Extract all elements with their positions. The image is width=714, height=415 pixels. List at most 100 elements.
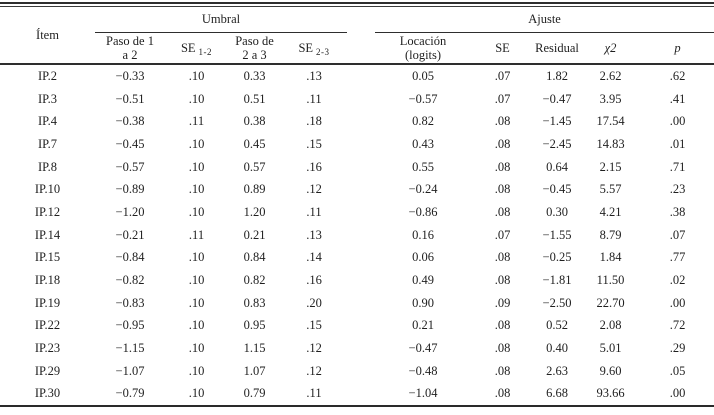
cell-chi2: 2.62 [599, 68, 622, 83]
cell-item: IP.30 [34, 386, 61, 401]
cell-paso23: 0.33 [243, 68, 266, 83]
table-row: IP.14 −0.21 .11 0.21 .13 0.16 .07 −1.55 8.79 .07 [0, 224, 714, 247]
cell-loc: 0.06 [412, 250, 434, 265]
gap-cell [347, 337, 375, 360]
col-header-chi2: χ2 [580, 32, 641, 65]
gap-cell [347, 224, 375, 247]
cell-loc: −0.47 [408, 341, 438, 356]
cell-paso23: 0.51 [243, 91, 266, 106]
cell-paso23: 0.57 [243, 159, 266, 174]
cell-paso12: −0.83 [115, 295, 145, 310]
cell-loc: −0.48 [408, 363, 438, 378]
table-body: IP.2 −0.33.10 0.33.13 0.05.07 1.82 2.62.62 IP.… [0, 64, 714, 405]
cell-item: IP.2 [37, 68, 58, 83]
header-line: 2 a 3 [242, 48, 267, 62]
cell-residual: 0.30 [546, 204, 568, 219]
cell-se12: .10 [188, 295, 205, 310]
cell-paso23: 1.07 [243, 363, 266, 378]
cell-residual: −1.55 [542, 227, 572, 242]
cell-se: .08 [494, 204, 511, 219]
header-line: a 2 [122, 48, 138, 62]
cell-paso12: −0.33 [115, 68, 145, 83]
cell-se12: .10 [188, 250, 205, 265]
cell-se: .07 [494, 91, 511, 106]
header-line: (logits) [404, 48, 442, 62]
gap-cell [347, 110, 375, 133]
cell-se: .08 [494, 136, 511, 151]
cell-chi2: 1.84 [599, 250, 622, 265]
cell-chi2: 14.83 [596, 136, 625, 151]
se-label: SE [298, 41, 314, 55]
cell-loc: 0.21 [412, 318, 434, 333]
cell-p: .00 [669, 114, 686, 129]
cell-se23: .13 [306, 227, 322, 242]
cell-paso12: −1.20 [115, 204, 145, 219]
gap-cell [347, 64, 375, 88]
table-row: IP.29 −1.07 .10 1.07 .12 −0.48 .08 2.63 9.60 .05 [0, 360, 714, 383]
cell-se23: .16 [306, 159, 322, 174]
cell-se: .07 [494, 68, 511, 83]
col-header-paso-2-3: Paso de 2 a 3 [228, 32, 281, 65]
col-header-se-1-2: SE 1-2 [165, 32, 228, 65]
cell-se12: .10 [188, 204, 205, 219]
gap-cell [347, 201, 375, 224]
cell-item: IP.14 [34, 227, 61, 242]
cell-item: IP.19 [34, 295, 61, 310]
table-top-rule [0, 2, 714, 7]
cell-se23: .14 [306, 250, 322, 265]
cell-item: IP.18 [34, 273, 61, 288]
gap-cell [347, 383, 375, 406]
cell-paso23: 0.95 [243, 318, 266, 333]
cell-se23: .18 [306, 114, 322, 129]
cell-paso23: 0.45 [243, 136, 266, 151]
gap-cell [347, 133, 375, 156]
cell-loc: 0.16 [412, 227, 434, 242]
cell-p: .77 [669, 250, 686, 265]
cell-se: .08 [494, 250, 511, 265]
table-bottom-rule [0, 405, 714, 408]
cell-residual: −2.45 [542, 136, 572, 151]
cell-loc: −0.86 [408, 204, 438, 219]
header-line: Locación [399, 34, 447, 48]
cell-se: .08 [494, 182, 511, 197]
header-line: Paso de [235, 34, 274, 48]
cell-se: .08 [494, 159, 511, 174]
cell-chi2: 2.15 [599, 159, 622, 174]
table-row: IP.12 −1.20 .10 1.20 .11 −0.86 .08 0.30 4.21 .38 [0, 201, 714, 224]
cell-p: .62 [669, 68, 686, 83]
header-line: Paso de 1 [106, 34, 154, 48]
cell-residual: 0.40 [546, 341, 568, 356]
cell-se12: .10 [188, 91, 205, 106]
cell-loc: 0.90 [412, 295, 434, 310]
cell-se12: .10 [188, 363, 205, 378]
cell-paso23: 1.20 [243, 204, 266, 219]
cell-se12: .10 [188, 136, 205, 151]
cell-residual: 1.82 [546, 68, 568, 83]
cell-residual: −1.81 [542, 273, 572, 288]
cell-residual: 2.63 [546, 363, 568, 378]
cell-p: .02 [669, 273, 686, 288]
cell-chi2: 4.21 [599, 204, 622, 219]
cell-chi2: 3.95 [599, 91, 622, 106]
table-row: IP.23 −1.15 .10 1.15 .12 −0.47 .08 0.40 5.01 .29 [0, 337, 714, 360]
cell-se23: .11 [306, 91, 322, 106]
cell-se12: .10 [188, 273, 205, 288]
cell-item: IP.22 [34, 318, 61, 333]
cell-paso12: −0.38 [115, 114, 145, 129]
cell-loc: 0.43 [412, 136, 434, 151]
cell-residual: −1.45 [542, 114, 572, 129]
cell-loc: 0.55 [412, 159, 434, 174]
cell-item: IP.3 [37, 91, 58, 106]
se-label: SE [180, 41, 196, 55]
cell-se12: .10 [188, 159, 205, 174]
cell-se: .08 [494, 386, 511, 401]
cell-chi2: 17.54 [596, 114, 625, 129]
cell-paso12: −1.15 [115, 341, 145, 356]
table-row: IP.22 −0.95 .10 0.95 .15 0.21 .08 0.52 2.08 .72 [0, 315, 714, 338]
cell-p: .41 [669, 91, 686, 106]
cell-item: IP.12 [34, 204, 61, 219]
cell-item: IP.7 [37, 136, 58, 151]
